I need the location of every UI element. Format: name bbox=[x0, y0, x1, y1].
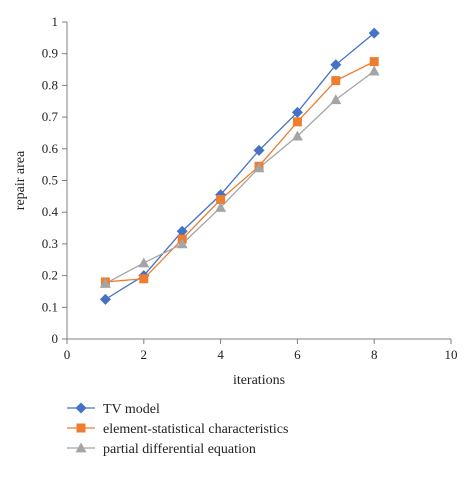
x-axis-label: iterations bbox=[233, 373, 285, 388]
data-point-series-3 bbox=[330, 94, 342, 105]
x-tick-label: 4 bbox=[217, 347, 224, 362]
x-tick-label: 10 bbox=[445, 347, 458, 362]
data-point-series-1 bbox=[253, 144, 265, 156]
legend-label: TV model bbox=[103, 402, 160, 417]
data-point-series-3 bbox=[368, 65, 380, 76]
data-point-series-3 bbox=[176, 238, 188, 249]
data-point-series-2 bbox=[139, 274, 149, 284]
series-markers bbox=[99, 27, 380, 305]
y-tick-label: 0.4 bbox=[42, 204, 59, 219]
legend-marker bbox=[76, 423, 86, 433]
data-point-series-3 bbox=[138, 257, 150, 268]
data-point-series-1 bbox=[330, 59, 342, 71]
series-line-1 bbox=[105, 32, 375, 300]
data-point-series-3 bbox=[291, 130, 303, 141]
data-point-series-2 bbox=[292, 117, 302, 127]
y-tick-label: 0.9 bbox=[42, 46, 58, 61]
legend-marker bbox=[75, 442, 87, 453]
y-axis-label: repair area bbox=[13, 150, 28, 210]
y-tick-label: 0.5 bbox=[42, 173, 58, 188]
y-tick-label: 0.6 bbox=[42, 141, 59, 156]
data-point-series-2 bbox=[216, 195, 226, 205]
data-point-series-1 bbox=[291, 106, 303, 118]
y-tick-label: 0.2 bbox=[42, 268, 58, 283]
data-point-series-1 bbox=[368, 27, 380, 39]
data-point-series-2 bbox=[369, 57, 379, 67]
axes: 00.10.20.30.40.50.60.70.80.910 2 4 6 8 10 bbox=[42, 14, 458, 362]
legend-label: element-statistical characteristics bbox=[103, 422, 288, 437]
series-lines bbox=[105, 32, 375, 300]
x-tick-label: 0 bbox=[64, 347, 71, 362]
data-point-series-3 bbox=[215, 201, 227, 212]
x-tick-label: 8 bbox=[371, 347, 378, 362]
data-point-series-1 bbox=[176, 225, 188, 237]
y-tick-label: 1 bbox=[52, 14, 59, 29]
x-tick-label: 2 bbox=[141, 347, 148, 362]
series-line-2 bbox=[105, 61, 375, 283]
x-tick-label: 6 bbox=[294, 347, 301, 362]
data-point-series-3 bbox=[253, 162, 265, 173]
series-line-3 bbox=[105, 70, 375, 285]
data-point-series-3 bbox=[99, 278, 111, 288]
legend-marker bbox=[75, 402, 87, 414]
data-point-series-1 bbox=[99, 293, 111, 305]
y-tick-label: 0.8 bbox=[42, 77, 58, 92]
y-tick-label: 0.1 bbox=[42, 299, 58, 314]
y-tick-label: 0.3 bbox=[42, 236, 58, 251]
y-tick-label: 0.7 bbox=[42, 109, 59, 124]
y-tick-label: 0 bbox=[52, 331, 59, 346]
legend-label: partial differential equation bbox=[103, 442, 256, 457]
legend: TV model element-statistical characterist… bbox=[67, 402, 288, 457]
data-point-series-2 bbox=[331, 76, 341, 86]
